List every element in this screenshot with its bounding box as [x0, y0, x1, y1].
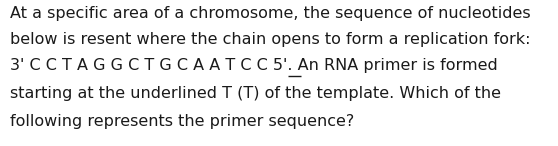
- Text: following represents the primer sequence?: following represents the primer sequence…: [10, 114, 354, 129]
- Text: At a specific area of a chromosome, the sequence of nucleotides: At a specific area of a chromosome, the …: [10, 6, 531, 21]
- Text: below is resent where the chain opens to form a replication fork:: below is resent where the chain opens to…: [10, 32, 531, 47]
- Text: 3' C C T A G G C T G C A A T C C 5'. An RNA primer is formed: 3' C C T A G G C T G C A A T C C 5'. An …: [10, 58, 498, 73]
- Text: starting at the underlined T (T) of the template. Which of the: starting at the underlined T (T) of the …: [10, 86, 501, 101]
